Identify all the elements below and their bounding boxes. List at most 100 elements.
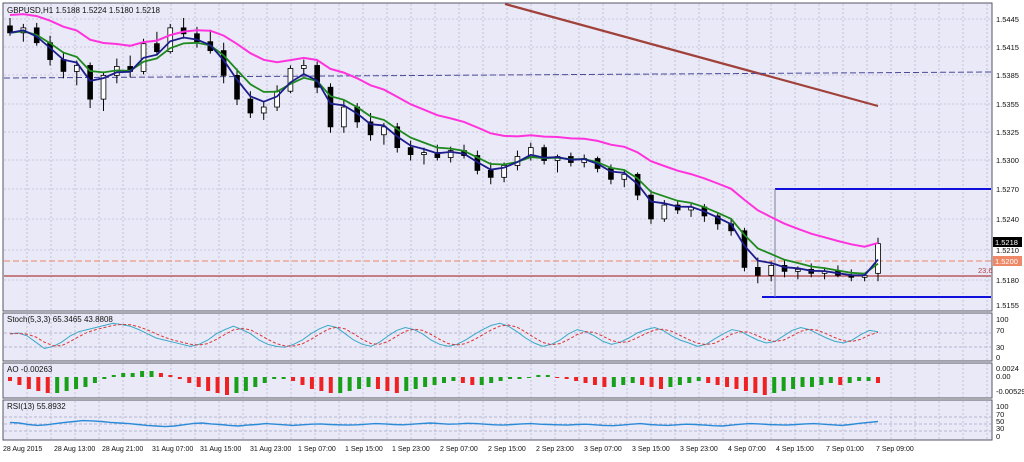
stoch-panel-header: Stoch(5,3,3) 65.3465 43.8808: [7, 315, 113, 324]
ao-bar: [668, 377, 673, 387]
ao-bar: [574, 377, 579, 381]
ao-bar: [687, 377, 692, 383]
ao-bar: [857, 377, 862, 381]
ao-bar: [253, 377, 258, 387]
ao-bar: [630, 377, 635, 383]
ao-bar: [838, 377, 843, 385]
ao-bar: [819, 377, 824, 385]
stoch-y-axis: 100 70 30 0: [996, 315, 1009, 362]
ao-bar: [328, 377, 333, 393]
ao-bar: [781, 377, 786, 391]
x-label: 2 Sep 07:00: [440, 446, 478, 453]
ao-bar: [583, 377, 588, 383]
ao-bar: [74, 377, 79, 389]
candle-body: [7, 25, 13, 34]
ao-bar: [809, 377, 814, 387]
y-label: 0: [996, 432, 1000, 441]
ao-bar: [338, 377, 343, 393]
ao-bar: [611, 377, 616, 387]
ao-bar: [121, 373, 126, 377]
y-label: 1.5415: [996, 43, 1019, 52]
candle-body: [154, 43, 160, 53]
ao-bar: [243, 377, 248, 391]
trendline: [504, 2, 879, 108]
level-price-tag-bg: [993, 256, 1022, 266]
time-axis: 28 Aug 2015 28 Aug 13:00 28 Aug 21:00 31…: [3, 446, 914, 453]
ao-bar: [876, 377, 880, 383]
candle-body: [648, 194, 654, 220]
ao-bar: [83, 377, 88, 387]
y-label: 1.5155: [996, 301, 1019, 310]
y-label: 1.5325: [996, 128, 1019, 137]
current-price-tag-bg: [993, 237, 1022, 247]
x-label: 28 Aug 13:00: [54, 446, 95, 453]
stochastic-panel[interactable]: [2, 312, 993, 362]
ao-bar: [26, 377, 31, 389]
main-panel-header: GBPUSD,H1 1.5188 1.5224 1.5180 1.5218: [7, 6, 161, 15]
x-label: 3 Sep 15:00: [632, 446, 670, 453]
y-label: 30: [996, 424, 1004, 433]
y-label: 1.5270: [996, 185, 1019, 194]
ao-bar: [659, 377, 663, 389]
ao-bar: [715, 377, 720, 385]
ao-bar: [640, 377, 645, 385]
ao-bar: [8, 377, 12, 381]
ao-bar: [828, 377, 833, 383]
x-label: 3 Sep 23:00: [680, 446, 718, 453]
ao-bar: [92, 377, 97, 383]
candle-body: [234, 74, 240, 100]
ao-bar: [206, 377, 211, 391]
candle-body: [487, 169, 494, 178]
x-label: 31 Aug 23:00: [250, 446, 291, 453]
x-label: 31 Aug 15:00: [200, 446, 241, 453]
main-price-panel[interactable]: [2, 2, 993, 312]
candle-body: [367, 121, 374, 136]
ao-bar: [479, 377, 484, 385]
ao-bar: [55, 377, 60, 393]
x-label: 7 Sep 01:00: [826, 446, 864, 453]
ao-panel[interactable]: [2, 362, 993, 399]
ao-bar: [649, 377, 654, 387]
y-label: 1.5385: [996, 71, 1019, 80]
dashed-level: [3, 71, 992, 79]
ema-mid-line: [9, 30, 879, 275]
candle-body: [381, 126, 387, 136]
y-label: 50: [996, 417, 1004, 426]
x-label: 1 Sep 07:00: [298, 446, 336, 453]
x-label: 7 Sep 09:00: [876, 446, 914, 453]
ao-bar: [36, 377, 41, 391]
y-label: 70: [996, 326, 1004, 335]
ao-bar: [225, 377, 229, 395]
ao-bar: [772, 377, 777, 393]
ao-bar: [725, 377, 730, 387]
ao-bar: [130, 373, 135, 377]
x-label: 31 Aug 07:00: [152, 446, 193, 453]
ao-bar: [366, 377, 371, 387]
ao-bar: [168, 375, 173, 377]
ao-bar: [215, 377, 220, 393]
candle-body: [755, 266, 761, 276]
ao-bar: [517, 377, 522, 379]
ao-bar: [64, 377, 69, 391]
ao-bar: [187, 377, 192, 383]
main-overlays: [3, 2, 992, 298]
ao-bar: [451, 377, 456, 381]
candle-body: [260, 106, 267, 114]
x-label: 28 Aug 2015: [3, 446, 42, 453]
ao-bar: [470, 377, 475, 385]
candle-body: [327, 86, 334, 128]
x-label: 2 Sep 15:00: [488, 446, 526, 453]
y-label: 1.5180: [996, 276, 1019, 285]
rsi-panel[interactable]: [2, 399, 993, 441]
ao-bar: [791, 377, 796, 389]
ema-slow-line: [9, 13, 879, 248]
candle-body: [407, 147, 414, 155]
ao-bar: [357, 377, 362, 389]
ao-bar: [526, 377, 531, 378]
y-label: 1.5300: [996, 156, 1019, 165]
ao-bar: [394, 377, 399, 393]
current-price-tag: 1.5218: [995, 238, 1018, 247]
ao-bar: [17, 377, 22, 385]
